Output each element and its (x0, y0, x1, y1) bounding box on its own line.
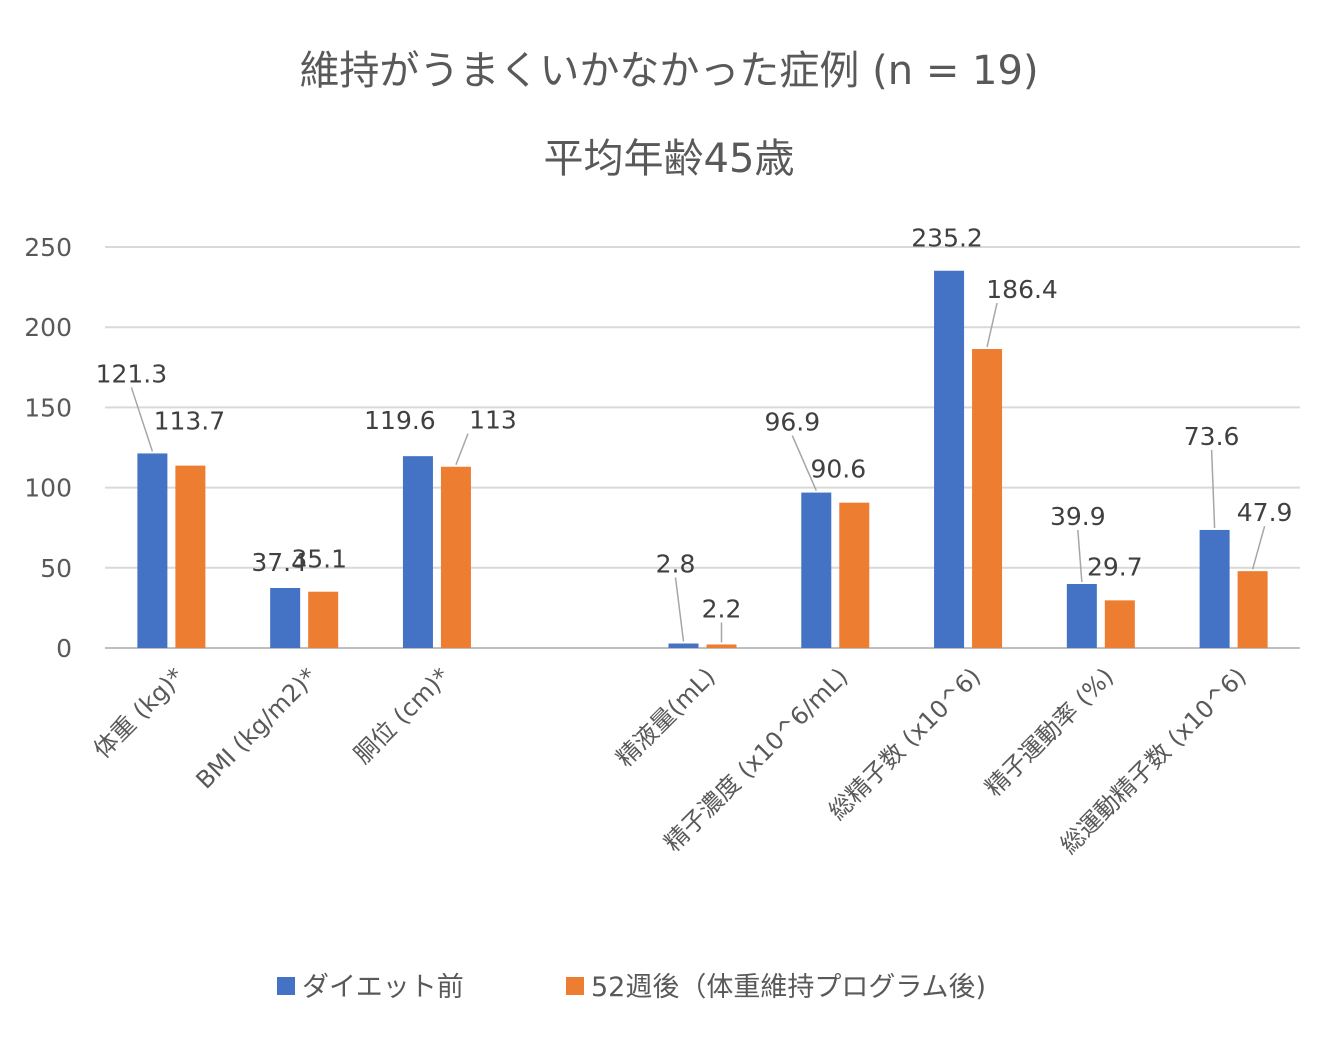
legend-label-before: ダイエット前 (302, 972, 464, 1003)
bar-before-8 (1199, 529, 1230, 648)
bar-after-5 (839, 502, 870, 648)
data-label: 113.7 (154, 407, 226, 436)
data-label: 73.6 (1184, 422, 1240, 451)
leader-line (1251, 525, 1266, 570)
legend-swatch-after (566, 977, 584, 995)
bar-after-2 (440, 466, 471, 648)
leader-line (1210, 449, 1216, 528)
legend-label-after: 52週後（体重維持プログラム後) (591, 972, 986, 1003)
data-label: 39.9 (1050, 502, 1106, 531)
bar-after-4 (706, 644, 737, 648)
data-label: 235.2 (911, 224, 983, 253)
y-tick-label: 50 (40, 554, 72, 583)
bar-before-5 (801, 492, 832, 648)
y-tick-label: 150 (24, 393, 72, 422)
y-tick-label: 100 (24, 474, 72, 503)
data-label: 121.3 (96, 359, 168, 388)
data-label: 90.6 (810, 455, 866, 484)
data-label: 186.4 (986, 275, 1058, 304)
bar-before-0 (137, 453, 168, 648)
x-category-label: 体重 (kg)* (88, 662, 189, 763)
bar-before-7 (1066, 584, 1097, 648)
bar-before-6 (934, 270, 965, 648)
leader-line (674, 577, 685, 642)
leader-line (791, 435, 817, 491)
bar-after-0 (175, 465, 206, 648)
x-category-label: BMI (kg/m2)* (191, 662, 323, 794)
bar-after-1 (308, 591, 339, 648)
data-label: 2.2 (702, 594, 742, 623)
chart-subtitle: 平均年齢45歳 (544, 136, 795, 182)
y-tick-label: 200 (24, 313, 72, 342)
leader-line (1077, 529, 1083, 583)
bar-after-8 (1237, 571, 1268, 648)
legend-swatch-before (277, 977, 295, 995)
x-category-label: 精子運動率 (%) (980, 662, 1119, 801)
data-label: 37.4 (251, 548, 307, 577)
leader-line (455, 433, 469, 466)
chart-title: 維持がうまくいかなかった症例 (n = 19) (299, 48, 1038, 94)
y-tick-label: 0 (56, 634, 72, 663)
leader-line (986, 302, 998, 348)
bar-after-6 (972, 349, 1003, 648)
data-label: 96.9 (764, 408, 820, 437)
x-category-label: 胴位 (cm)* (348, 662, 455, 769)
bar-before-4 (668, 643, 699, 648)
data-label: 29.7 (1087, 552, 1143, 581)
data-label: 113 (469, 406, 517, 435)
x-category-label: 精液量(mL) (611, 662, 721, 772)
leader-line (130, 387, 154, 452)
data-label: 2.8 (656, 550, 696, 579)
legend: ダイエット前 52週後（体重維持プログラム後) (277, 972, 986, 1003)
y-tick-label: 250 (24, 233, 72, 262)
bar-before-2 (402, 456, 433, 648)
bar-before-1 (270, 588, 301, 648)
bar-after-7 (1104, 600, 1135, 648)
data-label: 35.1 (291, 545, 347, 574)
data-label: 119.6 (364, 406, 436, 435)
data-label: 47.9 (1237, 498, 1293, 527)
